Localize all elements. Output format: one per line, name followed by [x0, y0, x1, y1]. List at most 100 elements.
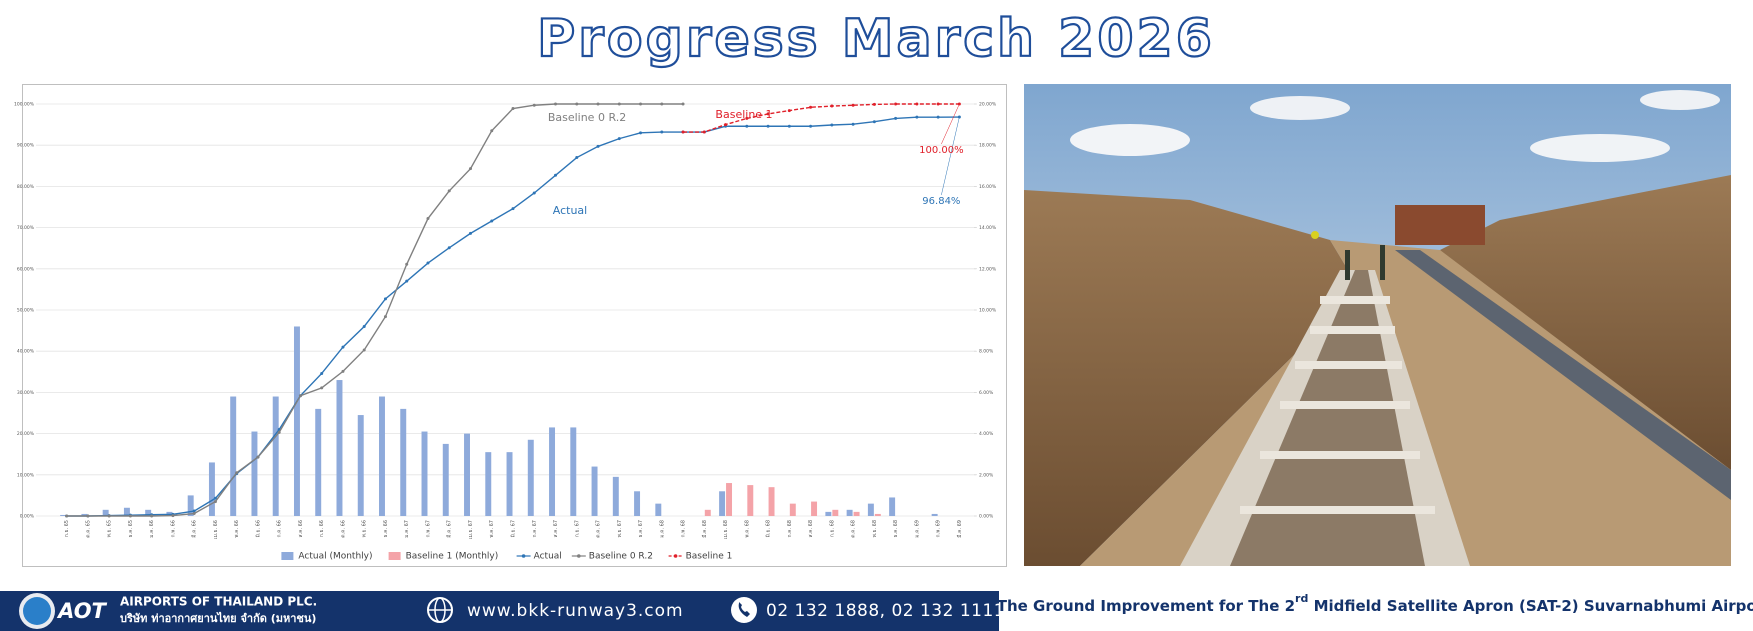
x-tick-label: ธ.ค. 67 [638, 520, 644, 538]
bar [208, 462, 215, 516]
phone-icon-handset [738, 602, 750, 617]
y-tick-label: 0.00% [20, 514, 35, 520]
line-point [936, 115, 940, 119]
x-tick-label: พ.ค. 66 [234, 520, 240, 538]
line-point [639, 131, 643, 135]
legend-label: Actual (Monthly) [298, 552, 372, 562]
bar [634, 491, 641, 516]
y-tick-label: 90.00% [17, 143, 35, 149]
y-tick-label: 50.00% [17, 308, 35, 314]
y2-tick-label: 8.00% [979, 349, 994, 355]
line-point [532, 191, 536, 195]
phone: 02 132 1888, 02 132 1111-2 [766, 601, 1023, 621]
y2-tick-label: 20.00% [979, 102, 997, 108]
line-point [872, 120, 876, 124]
bar [187, 495, 194, 516]
y2-tick-label: 10.00% [979, 308, 997, 314]
line-point [277, 430, 281, 434]
legend-swatch [388, 552, 401, 560]
x-tick-label: ม.ค. 68 [659, 520, 665, 538]
line-point [596, 102, 600, 106]
logo-text: AOT [56, 599, 107, 623]
x-tick-label: ก.ค. 68 [787, 520, 793, 538]
bar [379, 396, 385, 516]
x-tick-label: ธ.ค. 66 [383, 520, 389, 538]
bar [853, 511, 860, 516]
bar [336, 380, 343, 516]
line-point [787, 124, 791, 128]
line-point [171, 514, 175, 518]
x-tick-label: เม.ย. 68 [723, 520, 729, 539]
x-tick-label: เม.ย. 66 [213, 520, 219, 539]
line-point [915, 115, 919, 119]
line-point [511, 107, 515, 111]
bar [293, 326, 300, 516]
line-point [894, 116, 898, 120]
x-tick-label: พ.ย. 68 [872, 520, 878, 537]
bar [889, 497, 896, 516]
y-tick-label: 60.00% [17, 266, 35, 272]
y2-tick-label: 14.00% [979, 225, 997, 231]
line-point [532, 103, 536, 107]
line-point [745, 116, 749, 120]
x-tick-label: พ.ย. 65 [107, 520, 113, 537]
line-point [681, 130, 685, 134]
line-point [830, 123, 834, 127]
x-tick-label: ธ.ค. 68 [893, 520, 899, 538]
footer-bar [0, 591, 999, 631]
line-point [596, 144, 600, 148]
line-point [405, 262, 409, 266]
chart-frame [22, 84, 1007, 567]
y2-tick-label: 6.00% [979, 390, 994, 396]
bar [102, 509, 109, 516]
x-tick-label: ก.ค. 66 [277, 520, 283, 538]
caption-text: Midfield Satellite Apron (SAT-2) Suvarna… [1308, 597, 1753, 615]
x-tick-label: ม.ค. 66 [149, 520, 155, 538]
line-point [362, 348, 366, 352]
line-point [107, 514, 111, 518]
line-point [128, 514, 132, 518]
website: www.bkk-runway3.com [467, 601, 684, 621]
line-point [702, 130, 706, 134]
x-tick-label: ม.ค. 69 [914, 520, 920, 538]
x-tick-label: มี.ค. 68 [701, 520, 708, 538]
line-point [468, 167, 472, 171]
bar [570, 427, 577, 516]
x-tick-label: มี.ค. 67 [446, 520, 453, 538]
line-point [383, 315, 387, 319]
y-tick-label: 10.00% [17, 472, 35, 478]
legend-swatch [281, 552, 294, 560]
line-point [660, 102, 664, 106]
line-point [915, 102, 919, 106]
bar [527, 439, 534, 516]
line-point [150, 514, 154, 518]
line-point [490, 129, 494, 133]
line-point [617, 137, 621, 141]
line-point [639, 102, 643, 106]
x-tick-label: ต.ค. 66 [340, 520, 346, 538]
line-point [511, 207, 515, 211]
caption-superscript: rd [1295, 592, 1308, 605]
line-series [66, 103, 684, 517]
line-point [235, 471, 239, 475]
legend-dot [521, 554, 526, 558]
x-tick-label: ก.พ. 69 [936, 520, 942, 537]
line-point [405, 279, 409, 283]
line-point [447, 246, 451, 250]
bar [81, 513, 88, 516]
y-tick-label: 70.00% [17, 225, 35, 231]
phone-icon [731, 597, 757, 623]
line-point [617, 102, 621, 106]
bar [464, 433, 470, 516]
x-tick-label: ก.พ. 68 [681, 520, 687, 537]
bar [123, 507, 130, 516]
label-leader [941, 103, 960, 145]
photo-caption: The Ground Improvement for The 2rd Midfi… [997, 592, 1753, 615]
x-tick-label: มี.ค. 66 [191, 520, 198, 538]
x-tick-label: ก.ย. 67 [574, 520, 580, 537]
site-photo [1024, 84, 1731, 566]
line-point [851, 103, 855, 107]
legend-label: Baseline 1 (Monthly) [406, 552, 499, 562]
